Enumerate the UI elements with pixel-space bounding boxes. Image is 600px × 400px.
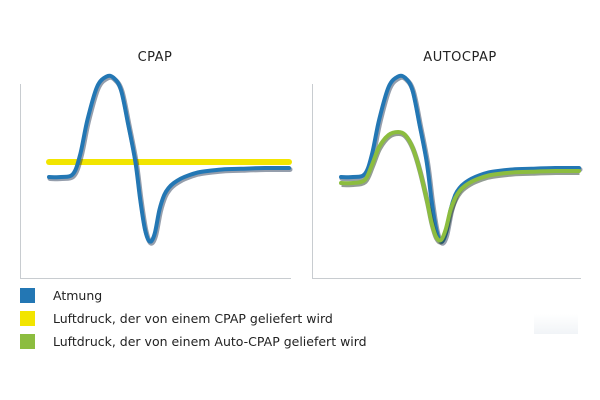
legend-item-atmung: Atmung [20,284,367,307]
plot-svg-autocpap [339,73,583,246]
legend-label-cpap-pressure: Luftdruck, der von einem CPAP geliefert … [53,311,333,326]
series-line-luftdruck-der-von-einem-auto-cpap-geliefert-wird [339,130,581,243]
legend: Atmung Luftdruck, der von einem CPAP gel… [20,284,367,353]
series-shadow-atmung [339,74,583,246]
legend-swatch-autocpap-pressure [20,334,35,349]
legend-swatch-cpap-pressure [20,311,35,326]
legend-item-cpap-pressure: Luftdruck, der von einem CPAP geliefert … [20,307,367,330]
legend-item-autocpap-pressure: Luftdruck, der von einem Auto-CPAP gelie… [20,330,367,353]
series-line-atmung [47,73,291,244]
decorative-shade [534,314,578,334]
plot-area-autocpap [312,73,583,279]
plot-svg-cpap [46,73,293,246]
legend-label-atmung: Atmung [53,288,103,303]
chart-title-cpap: CPAP [137,50,173,65]
legend-label-autocpap-pressure: Luftdruck, der von einem Auto-CPAP gelie… [53,334,367,349]
legend-swatch-atmung [20,288,35,303]
chart-title-autocpap: AUTOCPAP [423,50,497,65]
plot-area-cpap [20,73,293,279]
